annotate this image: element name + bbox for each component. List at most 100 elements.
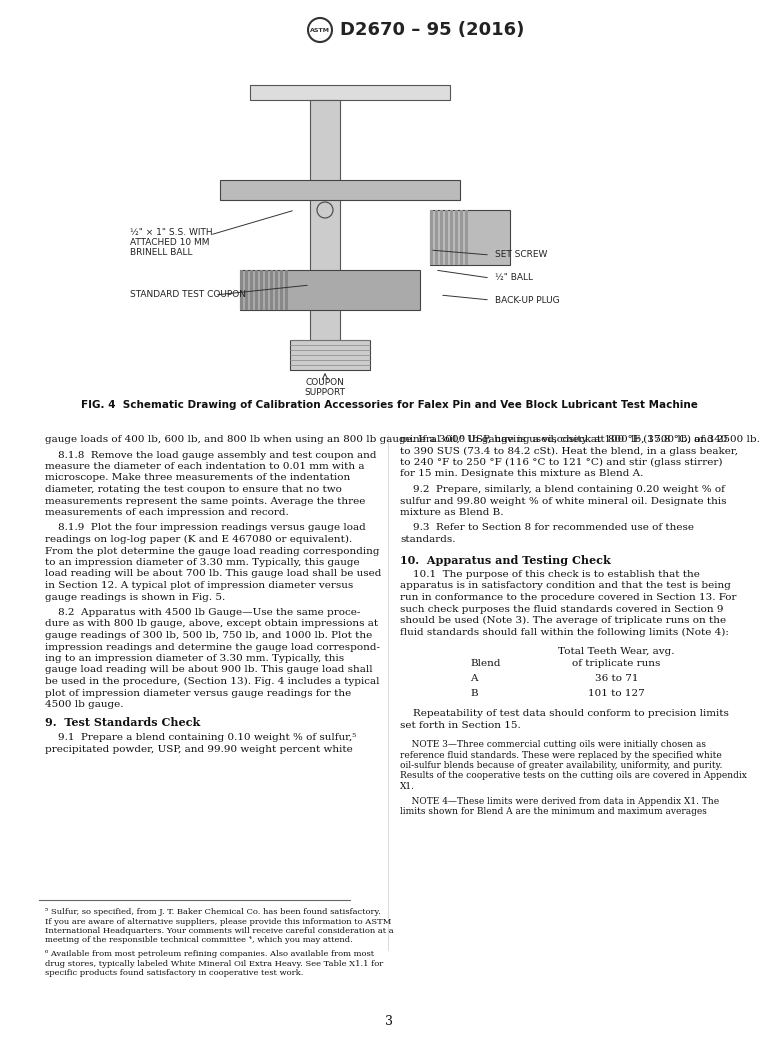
Text: 10.  Apparatus and Testing Check: 10. Apparatus and Testing Check bbox=[400, 555, 611, 565]
Bar bbox=[465, 210, 468, 265]
Text: NOTE 3—Three commercial cutting oils were initially chosen as: NOTE 3—Three commercial cutting oils wer… bbox=[400, 740, 706, 750]
Bar bbox=[265, 270, 268, 310]
Bar bbox=[450, 210, 453, 265]
Text: 3: 3 bbox=[385, 1015, 393, 1029]
Text: gauge readings of 300 lb, 500 lb, 750 lb, and 1000 lb. Plot the: gauge readings of 300 lb, 500 lb, 750 lb… bbox=[45, 631, 372, 640]
Text: 9.2  Prepare, similarly, a blend containing 0.20 weight % of: 9.2 Prepare, similarly, a blend containi… bbox=[400, 485, 725, 494]
Bar bbox=[280, 270, 283, 310]
Text: meeting of the responsible technical committee ⁴, which you may attend.: meeting of the responsible technical com… bbox=[45, 937, 352, 944]
Text: oil-sulfur blends because of greater availability, uniformity, and purity.: oil-sulfur blends because of greater ava… bbox=[400, 761, 723, 770]
Bar bbox=[250, 270, 253, 310]
Text: ⁶ Available from most petroleum refining companies. Also available from most: ⁶ Available from most petroleum refining… bbox=[45, 950, 374, 958]
Text: diameter, rotating the test coupon to ensure that no two: diameter, rotating the test coupon to en… bbox=[45, 485, 342, 494]
Text: STANDARD TEST COUPON: STANDARD TEST COUPON bbox=[130, 290, 246, 299]
Text: of triplicate runs: of triplicate runs bbox=[573, 659, 661, 667]
Text: 9.  Test Standards Check: 9. Test Standards Check bbox=[45, 717, 200, 729]
Text: FIG. 4  Schematic Drawing of Calibration Accessories for Falex Pin and Vee Block: FIG. 4 Schematic Drawing of Calibration … bbox=[81, 400, 697, 410]
Text: 4500 lb gauge.: 4500 lb gauge. bbox=[45, 700, 124, 709]
Text: reference fluid standards. These were replaced by the specified white: reference fluid standards. These were re… bbox=[400, 751, 722, 760]
Text: COUPON: COUPON bbox=[306, 378, 345, 387]
Text: Repeatability of test data should conform to precision limits: Repeatability of test data should confor… bbox=[400, 709, 729, 718]
Bar bbox=[460, 210, 463, 265]
Bar bbox=[430, 210, 510, 265]
Bar bbox=[270, 270, 273, 310]
Text: Blend: Blend bbox=[470, 659, 500, 667]
Text: in Section 12. A typical plot of impression diameter versus: in Section 12. A typical plot of impress… bbox=[45, 581, 353, 590]
Text: precipitated powder, USP, and 99.90 weight percent white: precipitated powder, USP, and 99.90 weig… bbox=[45, 744, 352, 754]
Text: to 390 SUS (73.4 to 84.2 cSt). Heat the blend, in a glass beaker,: to 390 SUS (73.4 to 84.2 cSt). Heat the … bbox=[400, 447, 738, 456]
Text: 8.1.8  Remove the load gauge assembly and test coupon and: 8.1.8 Remove the load gauge assembly and… bbox=[45, 451, 377, 459]
Text: dure as with 800 lb gauge, above, except obtain impressions at: dure as with 800 lb gauge, above, except… bbox=[45, 619, 378, 629]
Text: 8.1.9  Plot the four impression readings versus gauge load: 8.1.9 Plot the four impression readings … bbox=[45, 524, 366, 533]
Bar bbox=[255, 270, 258, 310]
Text: ASTM: ASTM bbox=[310, 27, 330, 32]
Bar bbox=[455, 210, 458, 265]
Text: readings on log-log paper (K and E 467080 or equivalent).: readings on log-log paper (K and E 46708… bbox=[45, 535, 352, 544]
Text: gauge loads of 400 lb, 600 lb, and 800 lb when using an 800 lb gauge. If a 3000 : gauge loads of 400 lb, 600 lb, and 800 l… bbox=[45, 435, 760, 445]
Text: to 240 °F to 250 °F (116 °C to 121 °C) and stir (glass stirrer): to 240 °F to 250 °F (116 °C to 121 °C) a… bbox=[400, 458, 723, 467]
Text: measurements represent the same points. Average the three: measurements represent the same points. … bbox=[45, 497, 366, 506]
Text: A: A bbox=[470, 674, 478, 683]
Bar bbox=[440, 210, 443, 265]
Text: SET SCREW: SET SCREW bbox=[495, 250, 548, 259]
Text: mineral oil,⁶ USP, having a viscosity at 100 °F (37.8 °C) of 340: mineral oil,⁶ USP, having a viscosity at… bbox=[400, 435, 727, 445]
Text: drug stores, typically labeled White Mineral Oil Extra Heavy. See Table X1.1 for: drug stores, typically labeled White Min… bbox=[45, 960, 384, 967]
Text: NOTE 4—These limits were derived from data in Appendix X1. The: NOTE 4—These limits were derived from da… bbox=[400, 796, 719, 806]
Text: BACK-UP PLUG: BACK-UP PLUG bbox=[495, 296, 559, 305]
Text: 10.1  The purpose of this check is to establish that the: 10.1 The purpose of this check is to est… bbox=[400, 570, 700, 579]
Text: limits shown for Blend A are the minimum and maximum averages: limits shown for Blend A are the minimum… bbox=[400, 807, 707, 816]
Text: SUPPORT: SUPPORT bbox=[304, 388, 345, 397]
Circle shape bbox=[317, 202, 333, 218]
Text: ATTACHED 10 MM: ATTACHED 10 MM bbox=[130, 238, 209, 247]
Bar bbox=[435, 210, 438, 265]
Text: for 15 min. Designate this mixture as Blend A.: for 15 min. Designate this mixture as Bl… bbox=[400, 469, 643, 479]
Text: 9.3  Refer to Section 8 for recommended use of these: 9.3 Refer to Section 8 for recommended u… bbox=[400, 524, 694, 533]
Text: mixture as Blend B.: mixture as Blend B. bbox=[400, 508, 503, 517]
Text: measure the diameter of each indentation to 0.01 mm with a: measure the diameter of each indentation… bbox=[45, 462, 365, 471]
Text: From the plot determine the gauge load reading corresponding: From the plot determine the gauge load r… bbox=[45, 547, 380, 556]
Text: BRINELL BALL: BRINELL BALL bbox=[130, 248, 192, 257]
Text: 8.2  Apparatus with 4500 lb Gauge—Use the same proce-: 8.2 Apparatus with 4500 lb Gauge—Use the… bbox=[45, 608, 360, 617]
Bar bbox=[250, 85, 450, 100]
Bar bbox=[220, 180, 460, 200]
Text: ⁵ Sulfur, so specified, from J. T. Baker Chemical Co. has been found satisfactor: ⁵ Sulfur, so specified, from J. T. Baker… bbox=[45, 908, 380, 916]
Text: ing to an impression diameter of 3.30 mm. Typically, this: ing to an impression diameter of 3.30 mm… bbox=[45, 654, 344, 663]
Text: sulfur and 99.80 weight % of white mineral oil. Designate this: sulfur and 99.80 weight % of white miner… bbox=[400, 497, 727, 506]
Text: ½" BALL: ½" BALL bbox=[495, 273, 533, 282]
Text: apparatus is in satisfactory condition and that the test is being: apparatus is in satisfactory condition a… bbox=[400, 582, 731, 590]
Text: Results of the cooperative tests on the cutting oils are covered in Appendix: Results of the cooperative tests on the … bbox=[400, 771, 747, 781]
Text: plot of impression diameter versus gauge readings for the: plot of impression diameter versus gauge… bbox=[45, 688, 351, 697]
Text: should be used (Note 3). The average of triplicate runs on the: should be used (Note 3). The average of … bbox=[400, 616, 726, 626]
Text: If you are aware of alternative suppliers, please provide this information to AS: If you are aware of alternative supplier… bbox=[45, 917, 391, 925]
Text: B: B bbox=[470, 689, 478, 699]
Text: microscope. Make three measurements of the indentation: microscope. Make three measurements of t… bbox=[45, 474, 350, 482]
Bar bbox=[430, 210, 433, 265]
Bar bbox=[445, 210, 448, 265]
Bar bbox=[310, 100, 340, 350]
Text: load reading will be about 700 lb. This gauge load shall be used: load reading will be about 700 lb. This … bbox=[45, 569, 381, 579]
Text: be used in the procedure, (Section 13). Fig. 4 includes a typical: be used in the procedure, (Section 13). … bbox=[45, 677, 380, 686]
Text: run in conformance to the procedure covered in Section 13. For: run in conformance to the procedure cove… bbox=[400, 593, 737, 602]
Bar bbox=[245, 270, 248, 310]
Text: standards.: standards. bbox=[400, 535, 455, 544]
Bar bbox=[290, 340, 370, 370]
Text: impression readings and determine the gauge load correspond-: impression readings and determine the ga… bbox=[45, 642, 380, 652]
Text: Total Teeth Wear, avg.: Total Teeth Wear, avg. bbox=[559, 648, 675, 656]
Text: 36 to 71: 36 to 71 bbox=[594, 674, 638, 683]
Text: 9.1  Prepare a blend containing 0.10 weight % of sulfur,⁵: 9.1 Prepare a blend containing 0.10 weig… bbox=[45, 733, 356, 742]
Text: International Headquarters. Your comments will receive careful consideration at : International Headquarters. Your comment… bbox=[45, 926, 394, 935]
Text: fluid standards should fall within the following limits (Note 4):: fluid standards should fall within the f… bbox=[400, 628, 729, 637]
Text: D2670 – 95 (2016): D2670 – 95 (2016) bbox=[340, 21, 524, 39]
Text: such check purposes the fluid standards covered in Section 9: such check purposes the fluid standards … bbox=[400, 605, 724, 613]
Bar bbox=[240, 270, 243, 310]
Text: specific products found satisfactory in cooperative test work.: specific products found satisfactory in … bbox=[45, 969, 303, 977]
Text: ½" × 1" S.S. WITH: ½" × 1" S.S. WITH bbox=[130, 228, 212, 237]
Bar bbox=[285, 270, 288, 310]
Text: 101 to 127: 101 to 127 bbox=[588, 689, 645, 699]
Bar bbox=[240, 270, 420, 310]
Text: gauge load reading will be about 900 lb. This gauge load shall: gauge load reading will be about 900 lb.… bbox=[45, 665, 373, 675]
Bar bbox=[260, 270, 263, 310]
Text: X1.: X1. bbox=[400, 782, 415, 791]
Text: to an impression diameter of 3.30 mm. Typically, this gauge: to an impression diameter of 3.30 mm. Ty… bbox=[45, 558, 359, 567]
Text: gauge readings is shown in Fig. 5.: gauge readings is shown in Fig. 5. bbox=[45, 592, 226, 602]
